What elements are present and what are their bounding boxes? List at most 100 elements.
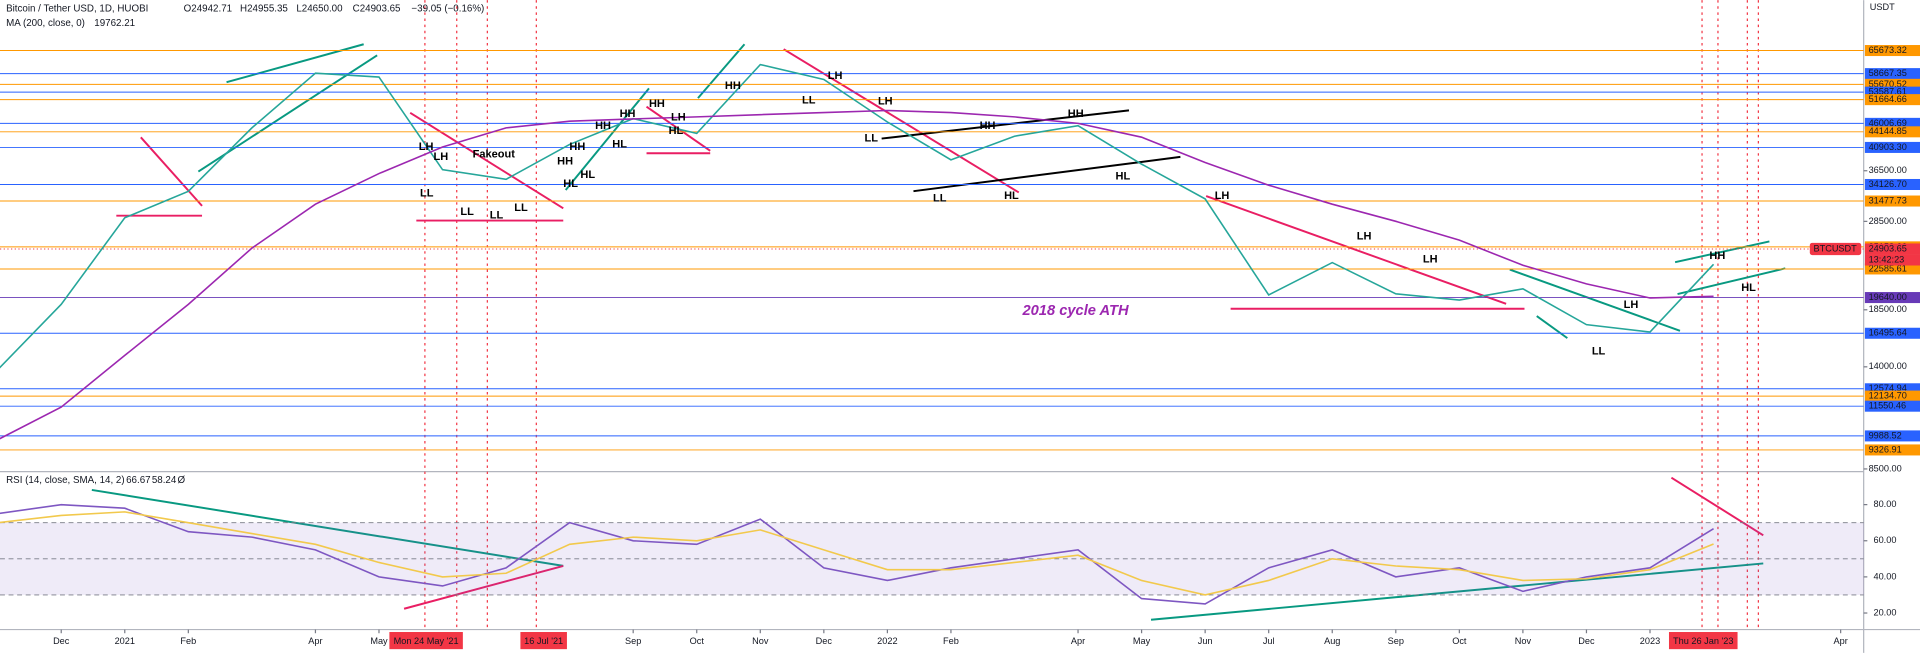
pattern-label: HH xyxy=(1709,250,1725,262)
price-level-tag xyxy=(1864,78,1920,90)
pattern-label: LH xyxy=(828,70,843,82)
y-tick-label: 8500.00 xyxy=(1869,463,1902,473)
price-level-label: 46006.69 xyxy=(1869,118,1907,128)
pattern-label: HL xyxy=(669,125,684,137)
price-level-tag xyxy=(1864,94,1920,106)
price-level-label: 53587.61 xyxy=(1869,87,1907,97)
pattern-label: LH xyxy=(1215,190,1230,202)
price-level-tag xyxy=(1864,178,1920,191)
x-tick-label: May xyxy=(370,636,388,646)
y-tick-label: 60.00 xyxy=(1873,535,1896,545)
x-tick-label: May xyxy=(1133,636,1151,646)
pattern-label: LL xyxy=(514,202,528,214)
price-level-label: 9988.52 xyxy=(1869,430,1902,440)
series-line xyxy=(0,503,1714,605)
price-level-label: 34126.70 xyxy=(1869,179,1907,189)
price-level-tag xyxy=(1864,263,1920,275)
price-level-label: 44144.85 xyxy=(1869,126,1907,136)
price-level-tag xyxy=(1864,383,1920,395)
x-tick-label: Sep xyxy=(625,636,641,646)
pattern-label: HH xyxy=(725,80,741,92)
price-level-label: 12134.70 xyxy=(1869,391,1907,401)
y-unit: USDT xyxy=(1870,2,1895,12)
price-level-label: 12574.94 xyxy=(1869,383,1907,393)
price-level-label: 51664.66 xyxy=(1869,94,1907,104)
price-level-label: 58667.35 xyxy=(1869,68,1907,78)
date-highlight xyxy=(520,632,567,650)
x-tick-label: Dec xyxy=(816,636,833,646)
x-tick-label: 2021 xyxy=(115,636,135,646)
price-level-label: 16495.64 xyxy=(1869,328,1907,338)
pattern-label: LH xyxy=(433,151,448,163)
x-tick-label: Sep xyxy=(1388,636,1404,646)
price-level-tag xyxy=(1864,243,1920,255)
pattern-label: HL xyxy=(563,178,578,190)
date-highlight-label: Mon 24 May '21 xyxy=(394,636,459,646)
price-level-tag xyxy=(1864,45,1920,57)
rsi-symbol: Ø xyxy=(178,475,186,486)
x-tick-label: Apr xyxy=(1071,636,1085,646)
pattern-label: LH xyxy=(878,96,893,108)
date-highlight xyxy=(1668,632,1738,650)
price-level-tag xyxy=(1864,444,1920,456)
price-level-label: 55670.52 xyxy=(1869,79,1907,89)
pattern-label: LL xyxy=(864,132,878,144)
x-tick-label: Jul xyxy=(1263,636,1275,646)
rsi-title: RSI (14, close, SMA, 14, 2) xyxy=(6,475,125,486)
y-tick-label: 18500.00 xyxy=(1869,304,1907,314)
y-tick-label: 20.00 xyxy=(1873,607,1896,617)
x-tick-label: Aug xyxy=(1324,636,1340,646)
x-tick-label: 2023 xyxy=(1640,636,1660,646)
pattern-label: LH xyxy=(419,141,434,153)
rsi-reading: 66.67 xyxy=(126,475,150,486)
pattern-label: LH xyxy=(671,112,686,124)
ohlc-value: −39.05 (−0.16%) xyxy=(411,3,484,14)
pattern-label: HH xyxy=(1068,108,1084,120)
x-tick-label: 2022 xyxy=(877,636,897,646)
ohlc-value: O24942.71 xyxy=(184,3,232,14)
price-level-tag xyxy=(1864,117,1920,129)
pattern-label: LL xyxy=(460,206,474,218)
price-level-tag xyxy=(1864,327,1920,339)
pattern-label: LL xyxy=(1592,346,1606,358)
pattern-label: HH xyxy=(557,156,573,168)
x-tick-label: Apr xyxy=(308,636,322,646)
date-highlight xyxy=(389,632,463,650)
series-line xyxy=(0,63,1715,369)
pattern-label: LH xyxy=(1423,254,1438,266)
pattern-label: HH xyxy=(620,108,636,120)
rsi-reading: 58.24 xyxy=(152,475,177,486)
ohlc-value: L24650.00 xyxy=(296,3,343,14)
price-level-tag xyxy=(1864,86,1920,98)
x-tick-label: Dec xyxy=(53,636,70,646)
ma-value: 19762.21 xyxy=(94,18,135,29)
x-tick-label: Dec xyxy=(1578,636,1595,646)
price-level-label: 40903.30 xyxy=(1869,142,1907,152)
price-level-tag xyxy=(1864,195,1920,207)
price-level-label: 9326.91 xyxy=(1869,444,1902,454)
price-level-tag xyxy=(1864,68,1920,80)
pattern-label: HL xyxy=(1741,282,1756,294)
x-tick-label: Jun xyxy=(1198,636,1213,646)
y-tick-label: 28500.00 xyxy=(1869,216,1907,226)
ohlc-value: C24903.65 xyxy=(353,3,401,14)
pattern-label: LL xyxy=(420,188,434,200)
pattern-label: HH xyxy=(980,120,996,132)
pattern-label: LH xyxy=(1357,230,1372,242)
symbol-tag xyxy=(1809,242,1862,256)
pattern-label: LL xyxy=(933,192,947,204)
price-level-tag xyxy=(1864,126,1920,138)
x-tick-label: Oct xyxy=(690,636,705,646)
x-tick-label: Apr xyxy=(1834,636,1848,646)
pattern-label: LH xyxy=(1624,299,1639,311)
date-markers xyxy=(424,0,1759,630)
countdown: 13:42:23 xyxy=(1869,254,1905,264)
price-level-tag xyxy=(1864,292,1920,304)
pattern-label: HH xyxy=(569,141,585,153)
price-level-label: 31477.73 xyxy=(1869,195,1907,205)
x-tick-label: Feb xyxy=(943,636,959,646)
pattern-label: HL xyxy=(1116,170,1131,182)
pattern-label: HH xyxy=(595,120,611,132)
price-level-label: 65673.32 xyxy=(1869,45,1907,55)
